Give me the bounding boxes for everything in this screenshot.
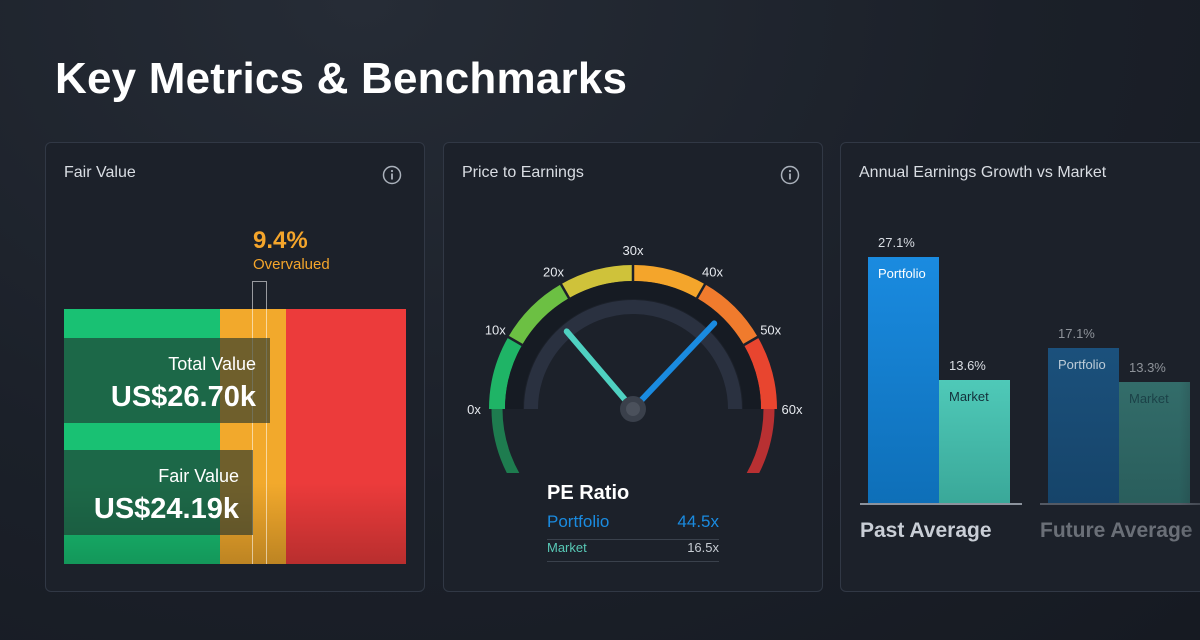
gauge-tick xyxy=(695,282,707,300)
overvalued-percent: 9.4% xyxy=(253,227,308,254)
portfolio-needle xyxy=(630,320,718,412)
gauge-segment xyxy=(696,284,758,346)
gauge-market-track xyxy=(524,300,742,410)
gauge-tick-label: 50x xyxy=(760,323,781,338)
price-to-earnings-card[interactable]: Price to Earnings 0x 10x 20x 30x 40x 50x 60x P… xyxy=(443,142,823,592)
gauge-tick xyxy=(559,282,571,300)
pe-ratio-title: PE Ratio xyxy=(547,482,630,504)
market-bar-label: Market xyxy=(949,388,989,404)
earnings-growth-card[interactable]: Annual Earnings Growth vs Market Portfol… xyxy=(840,142,1200,592)
gauge-tick-label: 0x xyxy=(467,402,481,417)
card-fade xyxy=(1179,143,1200,591)
overvalued-zone xyxy=(286,309,406,564)
total-value-amount: US$26.70k xyxy=(110,381,256,413)
gauge-tick-label: 30x xyxy=(623,243,644,258)
pe-portfolio-label: Portfolio xyxy=(547,512,610,531)
gauge-segment xyxy=(632,265,705,299)
pe-card-title: Price to Earnings xyxy=(462,164,584,181)
growth-chart: Portfolio 27.1% Market 13.6% Past Average Por… xyxy=(841,143,1200,591)
market-bar-label: Market xyxy=(1129,391,1169,407)
gauge-segment xyxy=(489,337,523,410)
fair-value-card[interactable]: Fair Value 9.4% Overvalued Total Value U… xyxy=(45,142,425,592)
pe-market-value: 16.5x xyxy=(687,540,719,555)
pe-market-row: Market 16.5x xyxy=(547,540,719,562)
fair-value-amount: US$24.19k xyxy=(93,493,239,525)
pe-portfolio-value: 44.5x xyxy=(677,512,719,531)
info-icon[interactable] xyxy=(382,165,402,185)
portfolio-bar xyxy=(868,257,939,503)
pe-market-label: Market xyxy=(547,540,587,555)
gauge-low-left xyxy=(491,408,520,473)
gauge-tick-label: 40x xyxy=(702,264,723,279)
pe-gauge: 0x 10x 20x 30x 40x 50x 60x xyxy=(467,243,803,473)
fair-value-label: Fair Value xyxy=(158,466,239,486)
fair-value-title: Fair Value xyxy=(64,164,136,181)
gauge-inner-band xyxy=(505,281,761,410)
portfolio-value-label: 27.1% xyxy=(878,235,915,250)
market-bar xyxy=(1119,382,1190,503)
total-value-box: Total Value US$26.70k xyxy=(64,338,270,423)
gauge-tick-label: 60x xyxy=(782,402,803,417)
market-value-label: 13.6% xyxy=(949,357,986,373)
gauge-segment xyxy=(508,284,570,346)
portfolio-bar-label: Portfolio xyxy=(1058,356,1106,372)
gauge-hub-center xyxy=(626,402,640,416)
info-icon[interactable] xyxy=(780,165,800,185)
category-label: Past Average xyxy=(860,519,992,542)
chart-baseline xyxy=(1040,503,1200,505)
total-value-label: Total Value xyxy=(168,354,256,374)
gauge-tick-label: 10x xyxy=(485,323,506,338)
gauge-tick xyxy=(742,335,760,347)
growth-card-title: Annual Earnings Growth vs Market xyxy=(859,164,1107,181)
market-bar xyxy=(939,379,1010,503)
pe-portfolio-row: Portfolio 44.5x xyxy=(547,512,719,540)
gauge-segment xyxy=(743,337,777,410)
chart-baseline xyxy=(860,503,1022,505)
portfolio-value-label: 17.1% xyxy=(1058,325,1095,341)
page-title: Key Metrics & Benchmarks xyxy=(55,54,628,103)
gauge-low-right xyxy=(746,408,775,473)
valuation-status: Overvalued xyxy=(253,256,330,273)
category-label: Future Average xyxy=(1040,519,1193,542)
gauge-tick xyxy=(506,335,524,347)
market-needle xyxy=(563,328,636,412)
market-value-label: 13.3% xyxy=(1129,360,1166,376)
fair-value-box: Fair Value US$24.19k xyxy=(64,450,253,535)
gauge-segment xyxy=(561,265,634,299)
gauge-tick-label: 20x xyxy=(543,264,564,279)
portfolio-bar-label: Portfolio xyxy=(878,266,926,281)
portfolio-bar xyxy=(1048,347,1119,503)
